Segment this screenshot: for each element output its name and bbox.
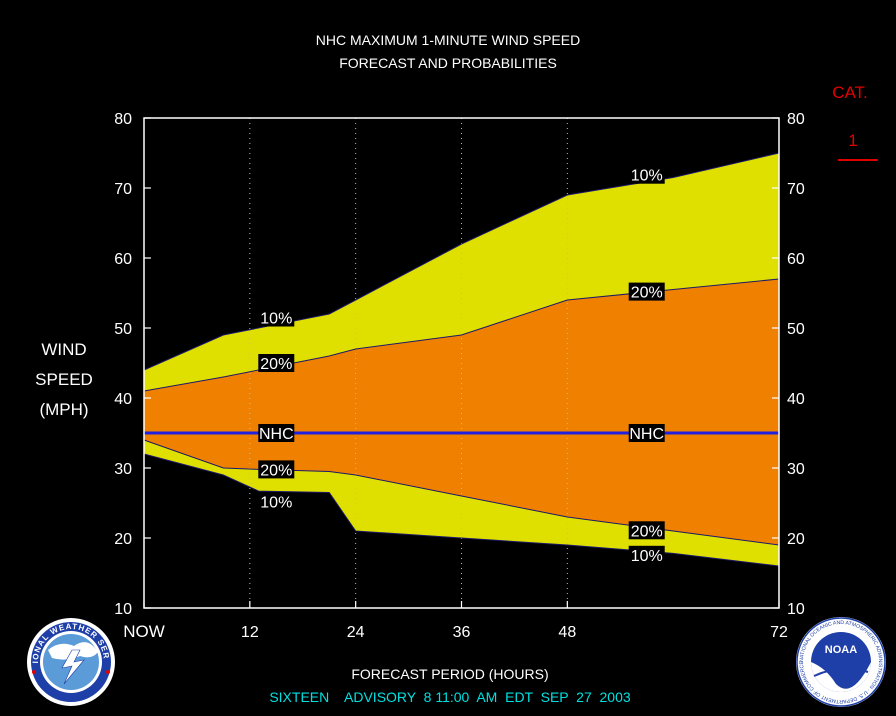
series-label-bg-1 — [258, 308, 295, 327]
series-label-9: 20% — [631, 523, 663, 540]
y-axis-title-line-2: SPEED — [35, 370, 93, 389]
y-tick-label-right-10: 10 — [787, 601, 805, 618]
noaa-logo-center: NOAA — [825, 644, 857, 656]
x-tick-label-12: 12 — [241, 624, 259, 641]
inner-20-percent-band — [144, 279, 779, 545]
x-tick-label-NOW: NOW — [123, 622, 165, 641]
series-label-bg-7 — [628, 282, 665, 301]
nws-logo-text: NATIONAL WEATHER SERVICE — [0, 0, 110, 663]
y-tick-label-left-10: 10 — [114, 601, 132, 618]
y-tick-label-right-40: 40 — [787, 391, 805, 408]
series-label-bg-9 — [628, 521, 665, 540]
series-label-10: 10% — [631, 548, 663, 565]
y-tick-label-left-70: 70 — [114, 181, 132, 198]
series-label-7: 20% — [631, 285, 663, 302]
series-label-6: 10% — [631, 168, 663, 185]
y-tick-label-left-60: 60 — [114, 251, 132, 268]
y-tick-label-left-30: 30 — [114, 461, 132, 478]
x-tick-label-48: 48 — [558, 624, 576, 641]
series-label-3: NHC — [259, 426, 294, 443]
category-value: 1 — [848, 131, 857, 150]
x-tick-label-24: 24 — [347, 624, 365, 641]
y-axis-title-line-1: WIND — [41, 340, 86, 359]
category-label: CAT. — [832, 83, 868, 102]
noaa-logo: NOAA NATIONAL OCEANIC AND ATMOSPHERIC AD… — [796, 617, 886, 707]
x-tick-label-72: 72 — [770, 624, 788, 641]
y-tick-label-left-50: 50 — [114, 321, 132, 338]
chart-subtitle: FORECAST AND PROBABILITIES — [339, 55, 557, 71]
chart-title: NHC MAXIMUM 1-MINUTE WIND SPEED — [316, 32, 580, 48]
y-tick-label-right-30: 30 — [787, 461, 805, 478]
series-label-4: 20% — [260, 462, 292, 479]
axis-ticks — [143, 117, 780, 609]
series-label-1: 10% — [260, 311, 292, 328]
vertical-gridlines — [249, 118, 568, 608]
y-tick-label-right-60: 60 — [787, 251, 805, 268]
series-label-2: 20% — [260, 356, 292, 373]
series-label-bg-4 — [258, 460, 295, 479]
y-tick-label-right-80: 80 — [787, 111, 805, 128]
series-label-bg-6 — [628, 165, 665, 184]
series-label-bg-5 — [258, 492, 295, 511]
series-label-bg-10 — [628, 545, 665, 564]
y-tick-label-left-40: 40 — [114, 391, 132, 408]
y-tick-label-left-20: 20 — [114, 531, 132, 548]
series-label-bg-3 — [258, 424, 295, 442]
y-tick-label-right-70: 70 — [787, 181, 805, 198]
x-tick-labels: NOW 12 24 36 48 72 — [123, 622, 788, 641]
probability-bands — [144, 153, 779, 566]
x-tick-label-36: 36 — [453, 624, 471, 641]
y-tick-labels: 10 10 20 20 30 30 40 40 50 50 60 60 70 70 80 80 — [114, 111, 805, 618]
y-tick-label-right-50: 50 — [787, 321, 805, 338]
x-axis-title: FORECAST PERIOD (HOURS) — [351, 666, 548, 682]
advisory-text: SIXTEEN ADVISORY 8 11:00 AM EDT SEP 27 2… — [269, 689, 631, 705]
y-tick-label-right-20: 20 — [787, 531, 805, 548]
series-label-8: NHC — [629, 426, 664, 443]
y-axis-title-line-3: (MPH) — [39, 400, 88, 419]
series-labels: 10% 20% NHC 20% 10% 10% 20% NHC 20% 10% — [258, 165, 665, 565]
y-axis-title: WIND SPEED (MPH) — [35, 340, 93, 419]
series-label-5: 10% — [260, 495, 292, 512]
y-tick-label-left-80: 80 — [114, 111, 132, 128]
svg-text:NATIONAL WEATHER SERVICE: NATIONAL WEATHER SERVICE — [0, 0, 111, 663]
series-label-bg-8 — [628, 424, 665, 442]
series-label-bg-2 — [258, 354, 295, 372]
